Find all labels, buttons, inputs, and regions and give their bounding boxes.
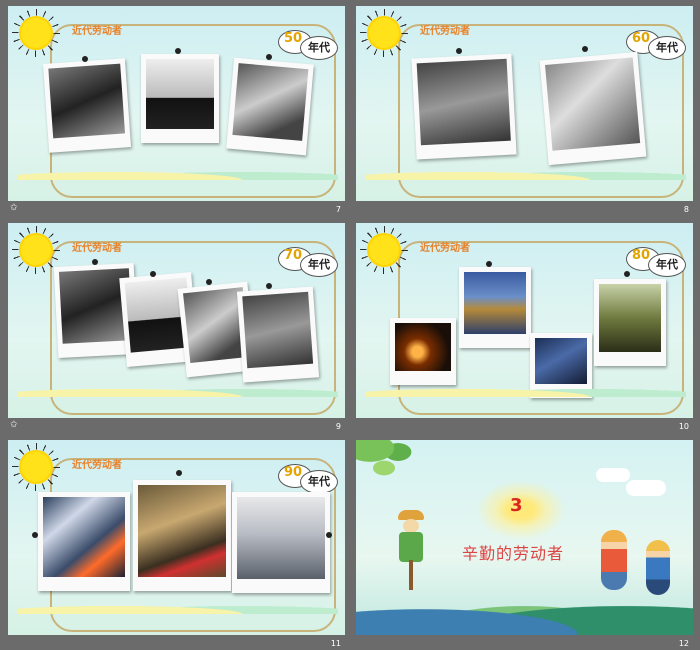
photo-farmer [226,57,314,156]
slide-footer: ✩ 9 [8,419,345,433]
rope-frame [50,241,336,415]
decade-label: 80 [632,248,651,263]
farmer-illustration [601,530,627,590]
era-label: 年代 [308,41,330,54]
grass-decoration [18,383,338,397]
sun-icon [21,452,51,482]
slide-title: 近代劳动者 [72,243,122,254]
foliage-decoration [356,590,693,635]
decade-cloud: 70 年代 [278,243,338,277]
slide-number: 8 [683,205,689,214]
slide-10: 近代劳动者 80 年代 [356,223,693,418]
decade-label: 60 [632,31,651,46]
pin-icon [206,279,212,285]
slide-thumbnail-8[interactable]: 近代劳动者 60 年代 8 [356,6,693,216]
slide-title: 近代劳动者 [72,460,122,471]
grass-decoration [18,166,338,180]
slide-11: 近代劳动者 90 年代 [8,440,345,635]
era-label: 年代 [308,258,330,271]
slide-thumbnail-11[interactable]: 近代劳动者 90 年代 11 [8,440,345,650]
slide-thumbnail-10[interactable]: 近代劳动者 80 年代 10 [356,223,693,433]
leaves-decoration [356,440,426,480]
scarecrow-illustration [394,510,428,590]
pin-icon [266,283,272,289]
slide-thumbnail-12[interactable]: 3 辛勤的劳动者 12 [356,440,693,650]
photo-farmer-ox [236,286,320,383]
pin-icon [82,56,88,62]
section-number: 3 [510,495,523,516]
grass-decoration [18,600,338,614]
sun-icon [369,235,399,265]
photo-worker-closeup [539,51,647,166]
photo-silhouette-workers [141,54,219,143]
era-label: 年代 [656,41,678,54]
photo-construction-worker [133,480,231,591]
cloud-icon [626,480,666,496]
section-heading: 辛勤的劳动者 [462,544,565,563]
sun-icon [369,18,399,48]
slide-number: 7 [335,205,341,214]
slide-title: 近代劳动者 [420,26,470,37]
sun-icon [21,235,51,265]
slide-thumbnail-9[interactable]: 近代劳动者 70 年代 ✩ 9 [8,223,345,433]
era-label: 年代 [308,475,330,488]
slide-12: 3 辛勤的劳动者 [356,440,693,635]
sun-icon [21,18,51,48]
photo-water-worker [594,279,666,366]
pin-icon [326,532,332,538]
era-label: 年代 [656,258,678,271]
slide-footer: 12 [356,636,693,650]
decade-cloud: 60 年代 [626,26,686,60]
slide-number: 12 [678,639,689,648]
slide-8: 近代劳动者 60 年代 [356,6,693,201]
slide-footer: ✩ 7 [8,202,345,216]
slide-thumbnail-7[interactable]: 近代劳动者 50 年代 ✩ 7 [8,6,345,216]
pin-icon [92,259,98,265]
sun-glow [476,480,566,540]
slide-title: 近代劳动者 [72,26,122,37]
photo-furnace-worker [390,318,456,385]
pin-icon [176,470,182,476]
pin-icon [32,532,38,538]
pin-icon [175,48,181,54]
decade-label: 50 [284,31,303,46]
slide-footer: 11 [8,636,345,650]
pin-icon [582,46,588,52]
decade-label: 90 [284,465,303,480]
photo-team-workers [459,267,531,348]
decade-cloud: 80 年代 [626,243,686,277]
star-icon: ✩ [10,203,18,213]
photo-farmer-ox [411,53,517,160]
pin-icon [150,271,156,277]
slide-number: 11 [330,639,341,648]
slide-number: 9 [335,422,341,431]
slide-title: 近代劳动者 [420,243,470,254]
pin-icon [266,54,272,60]
slide-7: 近代劳动者 50 年代 [8,6,345,201]
farmer-illustration [646,540,670,595]
star-icon: ✩ [10,420,18,430]
decade-label: 70 [284,248,303,263]
photo-worker-portrait [42,58,132,153]
slide-number: 10 [678,422,689,431]
pin-icon [486,261,492,267]
rope-frame [398,24,684,198]
slide-9: 近代劳动者 70 年代 [8,223,345,418]
slide-footer: 8 [356,202,693,216]
grass-decoration [366,383,686,397]
slide-footer: 10 [356,419,693,433]
cloud-icon [596,468,630,482]
pin-icon [456,48,462,54]
decade-cloud: 90 年代 [278,460,338,494]
photo-street-sweeper [232,492,330,593]
decade-cloud: 50 年代 [278,26,338,60]
pin-icon [624,271,630,277]
photo-welder [38,492,130,591]
grass-decoration [366,166,686,180]
